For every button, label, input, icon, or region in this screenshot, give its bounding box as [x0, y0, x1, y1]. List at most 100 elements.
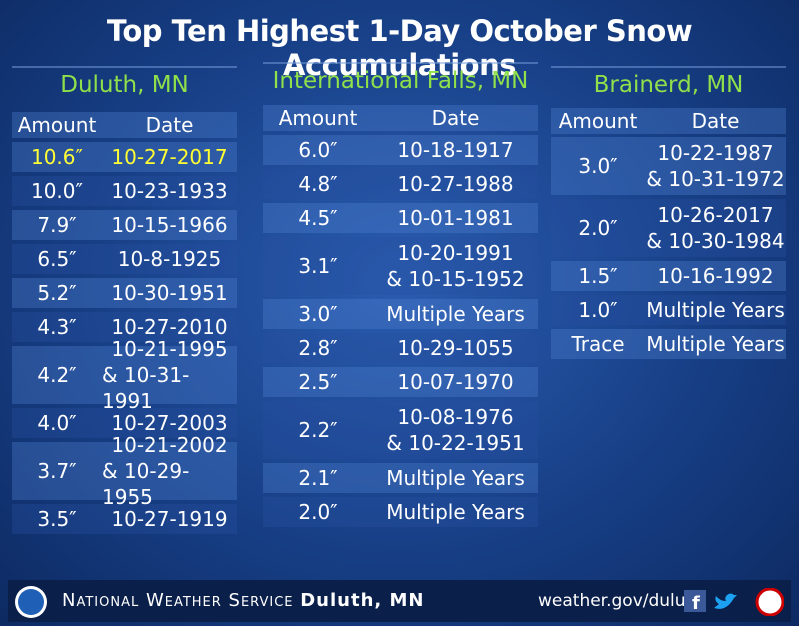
date-line: 10-30-1951 — [111, 281, 228, 305]
row-band — [551, 137, 786, 195]
amount: 3.1″ — [298, 254, 338, 278]
date-line: & 10-29-1955 — [102, 459, 190, 509]
row-band — [12, 176, 237, 206]
agency: National Weather Service — [62, 590, 294, 611]
row-band — [12, 442, 237, 500]
date: Multiple Years — [373, 497, 538, 527]
date: 10-01-1981 — [373, 203, 538, 233]
amount: 4.8″ — [298, 172, 338, 196]
date-line: & 10-31-1991 — [102, 363, 190, 413]
header-band — [12, 112, 237, 138]
date: 10-18-1917 — [373, 135, 538, 165]
date-line: 10-23-1933 — [111, 179, 228, 203]
header-amount: Amount — [17, 113, 97, 137]
amount: 4.0″ — [37, 411, 77, 435]
amount: 4.3″ — [37, 315, 77, 339]
social-icons: f — [684, 588, 784, 616]
amount: 3.5″ — [37, 507, 77, 531]
date: 10-20-1991 & 10-15-1952 — [373, 237, 538, 295]
amount: 10.0″ — [30, 179, 83, 203]
row-band — [263, 367, 538, 397]
row-band — [263, 333, 538, 363]
amount: 6.5″ — [37, 247, 77, 271]
date-line: 10-08-1976 — [397, 405, 514, 429]
date-line: 10-27-1919 — [111, 507, 228, 531]
amount: 2.1″ — [298, 466, 338, 490]
date-line: & 10-31-1972 — [646, 167, 785, 191]
row-band — [12, 244, 237, 274]
amount: 3.0″ — [298, 302, 338, 326]
office: Duluth, MN — [300, 590, 425, 611]
noaa-logo — [15, 586, 47, 618]
row-band — [551, 329, 786, 359]
row-band — [12, 278, 237, 308]
date: 10-22-1987 & 10-31-1972 — [645, 137, 786, 195]
amount: Trace — [571, 332, 625, 356]
row-band — [12, 210, 237, 240]
date-line: 10-29-1055 — [397, 336, 514, 360]
date-line: 10-21-1995 — [111, 337, 228, 361]
amount: 2.0″ — [578, 216, 618, 240]
date-line: 10-07-1970 — [397, 370, 514, 394]
date: 10-8-1925 — [102, 244, 237, 274]
date: 10-30-1951 — [102, 278, 237, 308]
amount: 1.0″ — [578, 298, 618, 322]
date-line: 10-18-1917 — [397, 138, 514, 162]
row-band — [263, 237, 538, 295]
svg-text:f: f — [692, 593, 700, 614]
date: 10-07-1970 — [373, 367, 538, 397]
date: 10-15-1966 — [102, 210, 237, 240]
row-band — [263, 135, 538, 165]
date-line: 10-21-2002 — [111, 433, 228, 457]
row-band — [12, 312, 237, 342]
city-band — [263, 62, 538, 64]
date: Multiple Years — [645, 295, 786, 325]
header-date: Date — [691, 109, 740, 133]
header-amount: Amount — [278, 106, 358, 130]
date-line: 10-27-2010 — [111, 315, 228, 339]
row-band — [551, 199, 786, 257]
date: 10-27-2010 — [102, 312, 237, 342]
amount: 10.6″ — [30, 145, 83, 169]
header-band — [263, 105, 538, 131]
date-line: 10-27-1988 — [397, 172, 514, 196]
url[interactable]: weather.gov/duluth — [538, 591, 703, 611]
city-name: Brainerd, MN — [593, 72, 744, 98]
date-line: 10-27-2003 — [111, 411, 228, 435]
amount: 2.0″ — [298, 500, 338, 524]
amount: 2.2″ — [298, 418, 338, 442]
date-line: & 10-30-1984 — [646, 229, 785, 253]
date: Multiple Years — [373, 299, 538, 329]
amount: 3.0″ — [578, 154, 618, 178]
date-line: 10-20-1991 — [397, 241, 514, 265]
city-name: International Falls, MN — [272, 68, 529, 94]
row-band — [263, 463, 538, 493]
row-band — [12, 504, 237, 534]
date: 10-21-1995 & 10-31-1991 — [102, 337, 237, 413]
agency-line: National Weather Service Duluth, MN — [62, 590, 424, 611]
date: 10-08-1976 & 10-22-1951 — [373, 401, 538, 459]
amount: 2.5″ — [298, 370, 338, 394]
header-band — [551, 108, 786, 134]
amount: 1.5″ — [578, 264, 618, 288]
header-date: Date — [145, 113, 194, 137]
date: 10-27-2017 — [102, 142, 237, 172]
date: 10-27-1988 — [373, 169, 538, 199]
date: Multiple Years — [373, 463, 538, 493]
row-band — [263, 401, 538, 459]
date-line: 10-01-1981 — [397, 206, 514, 230]
date-line: Multiple Years — [386, 500, 525, 524]
city-band — [12, 66, 237, 68]
city-band — [551, 66, 786, 68]
date-line: Multiple Years — [646, 298, 785, 322]
row-band — [551, 295, 786, 325]
date-line: & 10-22-1951 — [386, 431, 525, 455]
header-amount: Amount — [558, 109, 638, 133]
date-line: 10-16-1992 — [657, 264, 774, 288]
date-line: 10-15-1966 — [111, 213, 228, 237]
date: 10-27-2003 — [102, 408, 237, 438]
date: Multiple Years — [645, 329, 786, 359]
date-line: Multiple Years — [646, 332, 785, 356]
header-date: Date — [431, 106, 480, 130]
date: 10-21-2002 & 10-29-1955 — [102, 433, 237, 509]
